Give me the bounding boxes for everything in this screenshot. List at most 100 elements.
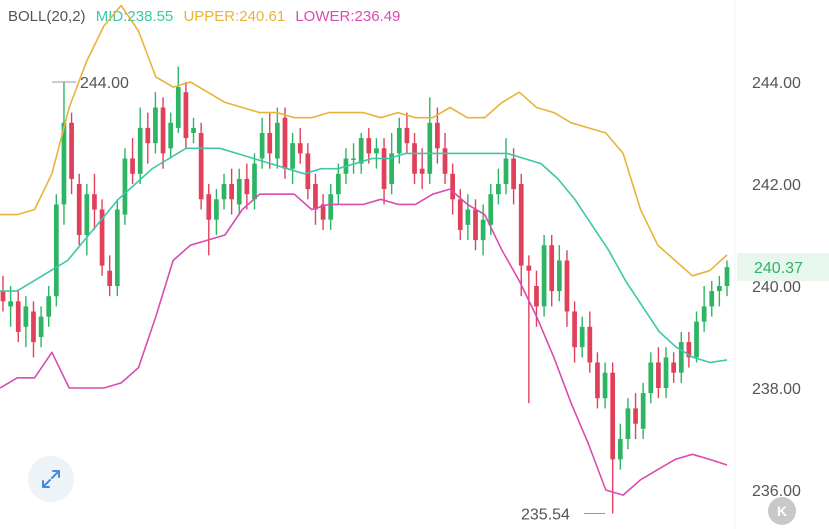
candle-body xyxy=(297,143,303,154)
annotations: 244.00 235.54 240.37 xyxy=(52,75,829,523)
upper-band-line xyxy=(0,4,728,277)
candle-body xyxy=(221,184,227,200)
candle-body xyxy=(488,194,494,225)
candle-body xyxy=(145,127,151,144)
candle-body xyxy=(38,316,44,337)
candle-body xyxy=(526,265,532,271)
candle-body xyxy=(99,209,105,266)
legend-name: BOLL(20,2) xyxy=(8,8,86,25)
candle-body xyxy=(701,306,707,322)
candle-body xyxy=(572,311,577,348)
candle-body xyxy=(503,158,509,184)
candle-body xyxy=(419,168,425,174)
y-tick-label: 240.00 xyxy=(752,279,801,296)
candle-body xyxy=(137,127,143,174)
candle-body xyxy=(53,204,59,297)
candle-body xyxy=(229,184,234,200)
candle-body xyxy=(328,194,334,220)
collapse-button[interactable]: K xyxy=(768,497,796,525)
candle-body xyxy=(290,143,295,169)
candle-body xyxy=(374,148,379,154)
candle-body xyxy=(686,342,692,358)
candle-body xyxy=(46,296,52,317)
candle-body xyxy=(84,194,90,235)
y-tick-label: 242.00 xyxy=(752,177,801,194)
candle-body xyxy=(0,291,6,302)
candle-body xyxy=(694,321,699,358)
candle-body xyxy=(412,143,417,174)
candle-body xyxy=(480,219,486,241)
candle-body xyxy=(206,194,212,220)
candle-body xyxy=(579,326,585,348)
candle-body xyxy=(259,133,265,159)
candle-body xyxy=(282,117,288,169)
candle-body xyxy=(183,92,189,139)
candle-body xyxy=(92,194,97,210)
candle-body xyxy=(640,393,646,429)
candle-body xyxy=(114,209,120,286)
candle-body xyxy=(709,291,715,307)
candle-body xyxy=(389,153,395,184)
collapse-icon: K xyxy=(776,503,788,519)
candle-body xyxy=(625,408,631,439)
price-axis: 244.00 242.00 240.00 238.00 236.00 xyxy=(752,75,801,500)
candle-body xyxy=(663,357,669,388)
candle-body xyxy=(724,267,730,286)
candle-body xyxy=(69,122,74,179)
candle-body xyxy=(175,87,181,128)
candle-body xyxy=(160,107,166,154)
candle-body xyxy=(23,306,29,327)
candle-body xyxy=(496,184,501,195)
lower-band-line xyxy=(0,188,728,496)
candle-body xyxy=(427,122,433,174)
candle-body xyxy=(678,342,684,373)
candle-body xyxy=(267,133,273,154)
legend-lower: LOWER:236.49 xyxy=(295,8,401,25)
expand-arrows-icon xyxy=(42,470,60,488)
candles xyxy=(0,66,730,514)
candle-body xyxy=(351,158,356,160)
candle-body xyxy=(153,107,158,144)
candle-body xyxy=(587,326,593,363)
candle-body xyxy=(31,311,36,343)
candle-body xyxy=(511,158,516,190)
candle-body xyxy=(313,184,318,210)
candle-body xyxy=(534,286,539,307)
y-tick-label: 244.00 xyxy=(752,75,801,92)
candle-body xyxy=(648,362,654,394)
candle-body xyxy=(671,362,677,373)
candle-body xyxy=(335,173,341,195)
candle-body xyxy=(358,138,364,164)
candle-body xyxy=(595,362,600,399)
candle-body xyxy=(320,204,326,220)
mid-band-line xyxy=(0,147,728,364)
candle-body xyxy=(122,158,128,215)
candle-body xyxy=(717,286,722,292)
candle-body xyxy=(381,148,387,190)
candle-body xyxy=(556,260,562,292)
bollinger-bands xyxy=(0,4,728,496)
candle-body xyxy=(396,127,402,154)
candle-body xyxy=(305,153,311,190)
candle-body xyxy=(602,372,608,399)
last-price-label: 240.37 xyxy=(754,260,803,277)
candle-body xyxy=(274,122,280,159)
candle-body xyxy=(435,122,440,149)
y-tick-label: 236.00 xyxy=(752,483,801,500)
y-tick-label: 238.00 xyxy=(752,381,801,398)
high-price-label: 244.00 xyxy=(80,75,129,92)
candle-body xyxy=(168,122,174,149)
candle-body xyxy=(617,439,623,460)
candle-body xyxy=(457,199,463,230)
low-price-label: 235.54 xyxy=(521,506,570,523)
candle-body xyxy=(442,148,448,174)
candle-body xyxy=(633,408,638,424)
candle-body xyxy=(518,184,524,266)
candle-body xyxy=(610,372,616,460)
candle-body xyxy=(244,178,250,195)
candle-body xyxy=(465,209,471,225)
expand-button[interactable] xyxy=(28,456,74,502)
candle-body xyxy=(252,163,257,200)
candle-body xyxy=(15,301,21,332)
